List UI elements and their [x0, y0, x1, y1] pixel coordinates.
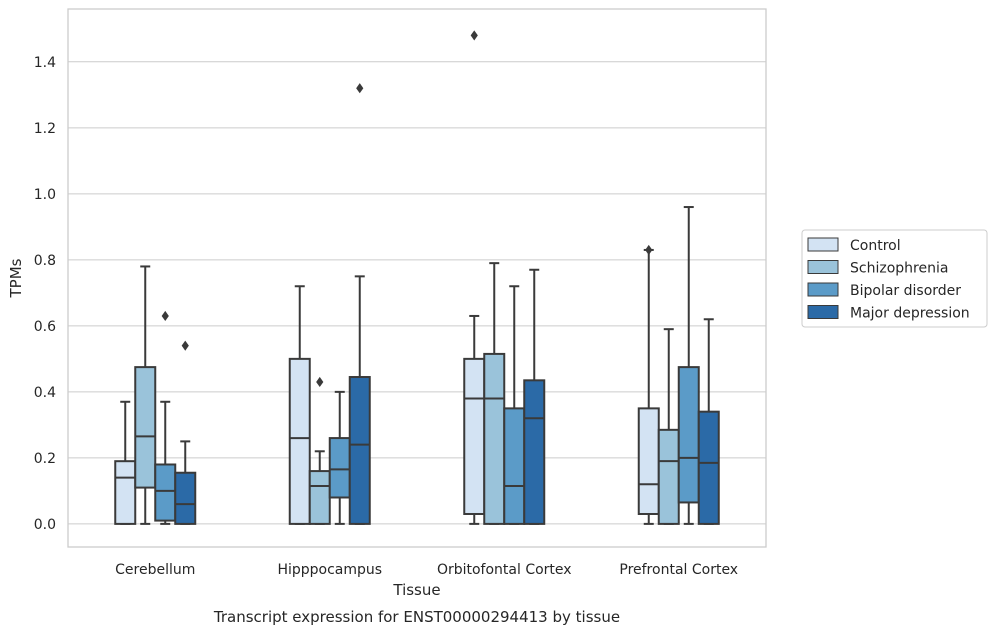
box-series — [114, 30, 720, 525]
box-bipolar-disorder — [328, 390, 351, 525]
legend-label: Major depression — [850, 306, 970, 322]
x-tick-labels: Cerebellum Hipppocampus Orbitofontal Corte… — [115, 562, 738, 578]
box-iqr — [328, 437, 351, 499]
box-iqr — [657, 428, 680, 525]
box-iqr — [697, 410, 720, 525]
box-control — [463, 30, 486, 525]
box-iqr — [308, 470, 331, 525]
box-iqr — [348, 376, 371, 525]
box-bipolar-disorder — [154, 310, 177, 525]
y-tick-labels: 0.0 0.2 0.4 0.6 0.8 1.0 1.2 1.4 — [34, 55, 56, 533]
box-iqr — [677, 366, 700, 504]
legend-swatch — [807, 237, 839, 252]
box-schizophrenia — [134, 265, 157, 525]
y-tick-label: 0.6 — [34, 319, 56, 335]
box-major-depression — [348, 83, 371, 525]
y-tick-label: 0.2 — [34, 451, 56, 467]
legend-label: Schizophrenia — [850, 261, 948, 277]
outlier-point — [316, 376, 324, 388]
outlier-point — [181, 340, 189, 351]
box-iqr — [503, 407, 526, 525]
legend-swatch — [807, 305, 839, 319]
box-schizophrenia — [483, 262, 506, 525]
legend-swatch — [807, 282, 839, 297]
plot-border — [67, 8, 767, 548]
legend-frame — [801, 229, 988, 328]
y-tick-label: 0.0 — [34, 517, 56, 533]
legend: Control Schizophrenia Bipolar disorder Majo… — [801, 229, 988, 328]
x-tick-label: Prefrontal Cortex — [619, 562, 738, 578]
x-tick-label: Hipppocampus — [277, 562, 382, 578]
outlier-point — [645, 244, 653, 255]
y-axis-label: TPMs — [7, 258, 25, 298]
outlier-point — [161, 310, 169, 321]
y-tick-label: 1.2 — [34, 121, 56, 137]
box-iqr — [523, 379, 546, 525]
legend-swatch — [807, 260, 839, 274]
box-iqr — [154, 463, 177, 522]
box-bipolar-disorder — [677, 206, 700, 525]
box-schizophrenia — [657, 328, 680, 525]
box-iqr — [114, 460, 137, 525]
box-iqr — [483, 352, 506, 525]
box-control — [114, 400, 137, 525]
box-schizophrenia — [308, 376, 331, 525]
box-iqr — [134, 366, 157, 489]
y-tick-label: 0.8 — [34, 253, 56, 269]
box-iqr — [288, 357, 311, 525]
box-major-depression — [523, 268, 546, 525]
y-tick-label: 1.0 — [34, 187, 56, 203]
y-tick-label: 0.4 — [34, 385, 56, 401]
outlier-point — [356, 83, 364, 94]
x-axis-label: Tissue — [392, 581, 440, 599]
legend-label: Bipolar disorder — [850, 283, 961, 299]
box-major-depression — [174, 340, 197, 525]
box-control — [288, 285, 311, 525]
x-tick-label: Orbitofontal Cortex — [437, 562, 572, 578]
box-iqr — [174, 471, 197, 525]
y-tick-label: 1.4 — [34, 55, 56, 71]
plot-frame — [67, 8, 767, 548]
box-bipolar-disorder — [503, 285, 526, 525]
box-iqr — [463, 357, 486, 515]
x-tick-label: Cerebellum — [115, 562, 195, 578]
box-major-depression — [697, 318, 720, 525]
box-iqr — [637, 407, 660, 515]
box-control — [637, 244, 660, 525]
chart-caption: Transcript expression for ENST0000029441… — [213, 608, 620, 626]
legend-label: Control — [850, 238, 901, 254]
outlier-point — [470, 30, 478, 41]
